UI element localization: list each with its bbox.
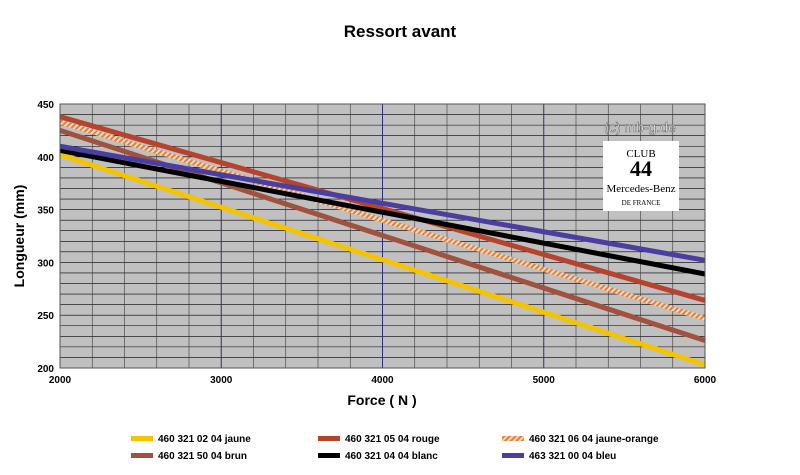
series-line-5 — [59, 143, 706, 263]
legend-label: 460 321 02 04 jaune — [158, 434, 251, 445]
legend-label: 460 321 05 04 rouge — [345, 434, 440, 445]
logo-brand-text: Mercedes-Benz — [606, 183, 675, 195]
legend-label: 460 321 06 04 jaune-orange — [529, 434, 659, 445]
x-tick-label: 6000 — [694, 375, 717, 386]
series-lines — [59, 114, 706, 368]
series-line-4 — [59, 119, 706, 321]
legend-label: 460 321 50 04 brun — [158, 451, 247, 462]
watermark-text: (c) mb-g.de — [604, 119, 676, 135]
y-tick-label: 400 — [37, 153, 54, 164]
legend-swatch — [131, 436, 153, 441]
logo-country-text: DE FRANCE — [622, 199, 661, 207]
y-tick-label: 250 — [37, 311, 54, 322]
club-mercedes-logo: CLUB 44 Mercedes-Benz DE FRANCE — [603, 141, 679, 211]
y-tick-label: 200 — [37, 364, 54, 375]
x-tick-label: 4000 — [371, 375, 394, 386]
legend-swatch — [502, 436, 524, 441]
legend-swatch — [131, 453, 153, 458]
x-tick-label: 5000 — [533, 375, 556, 386]
legend-swatch — [318, 436, 340, 441]
x-axis-label: Force ( N ) — [347, 392, 416, 408]
plot-frame — [59, 103, 706, 369]
legend-swatch — [502, 453, 524, 458]
logo-club-text: CLUB — [626, 148, 655, 160]
legend-label: 460 321 04 04 blanc — [345, 451, 438, 462]
series-line-0 — [59, 152, 706, 368]
logo-44-mark: 44 — [630, 156, 652, 181]
chart-title: Ressort avant — [344, 22, 457, 41]
y-tick-label: 450 — [37, 100, 54, 111]
y-tick-label: 300 — [37, 258, 54, 269]
grid-lines — [59, 103, 706, 369]
series-line-3 — [59, 148, 706, 277]
y-tick-label: 350 — [37, 206, 54, 217]
x-tick-label: 2000 — [49, 375, 72, 386]
y-axis-label: Longueur (mm) — [11, 185, 27, 288]
axis-ticks: 2000 3000 4000 5000 6000 200 250 300 350 400 450 — [37, 100, 716, 386]
legend: 460 321 02 04 jaune 460 321 05 04 rouge 46… — [131, 434, 659, 462]
series-line-1 — [59, 114, 706, 303]
x-tick-label: 3000 — [210, 375, 233, 386]
legend-swatch — [318, 453, 340, 458]
legend-label: 463 321 00 04 bleu — [529, 451, 616, 462]
